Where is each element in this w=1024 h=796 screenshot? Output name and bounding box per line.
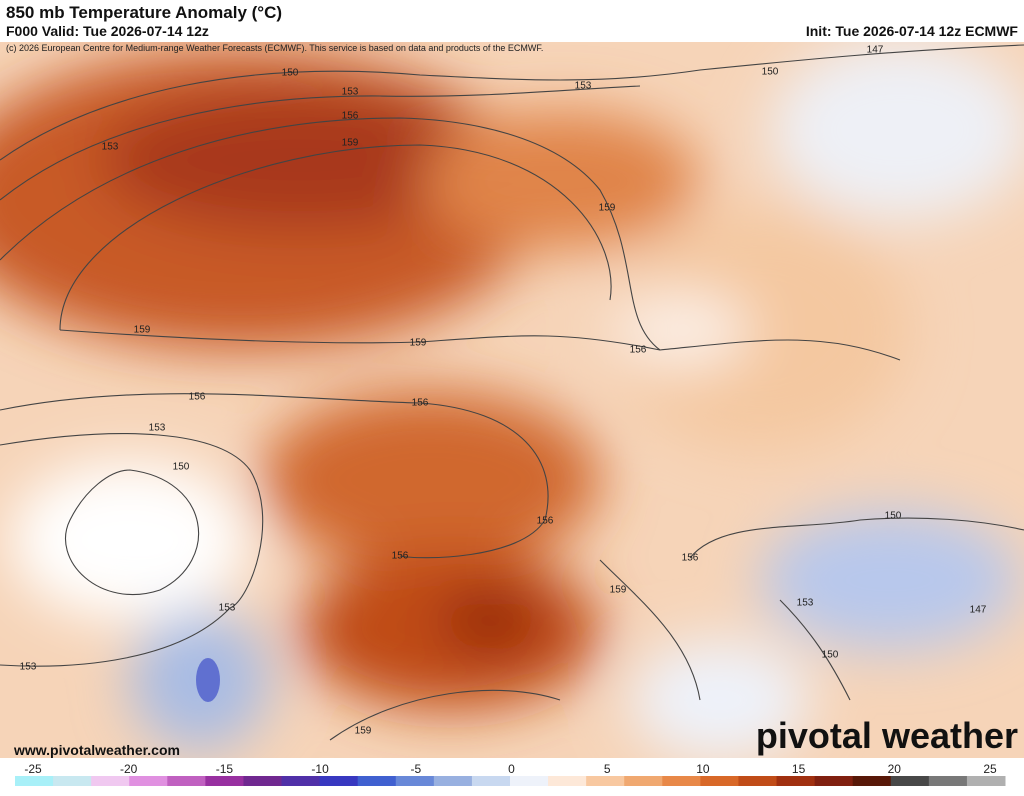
colorbar-tick-label: 25 — [983, 762, 997, 776]
colorbar-swatch — [738, 776, 778, 786]
contour-label: 159 — [599, 203, 616, 214]
contour-label: 156 — [412, 398, 429, 409]
contour-label: 150 — [762, 67, 779, 78]
colorbar-swatch — [662, 776, 701, 786]
contour-label: 153 — [342, 87, 359, 98]
colorbar-tick-label: 0 — [508, 762, 515, 776]
colorbar-swatch — [281, 776, 321, 786]
colorbar-tick-label: -10 — [311, 762, 329, 776]
colorbar-tick-label: -15 — [216, 762, 234, 776]
contour-label: 153 — [20, 662, 37, 673]
colorbar-swatch — [53, 776, 92, 786]
colorbar-swatch — [890, 776, 930, 786]
credit: (c) 2026 European Centre for Medium-rang… — [6, 43, 543, 53]
colorbar-swatch — [357, 776, 397, 786]
contour-label: 159 — [355, 726, 372, 737]
colorbar-tick-label: -5 — [410, 762, 421, 776]
contour-label: 156 — [682, 553, 699, 564]
colorbar-tick-label: 10 — [696, 762, 710, 776]
contour-label: 159 — [610, 585, 627, 596]
colorbar-swatch — [586, 776, 625, 786]
colorbar-swatch — [966, 776, 1006, 786]
contour-label: 153 — [219, 603, 236, 614]
colorbar-swatch — [91, 776, 130, 786]
colorbar-tick-label: 5 — [604, 762, 611, 776]
colorbar-swatch — [167, 776, 206, 786]
colorbar-tick-label: -25 — [24, 762, 42, 776]
colorbar-swatch — [624, 776, 663, 786]
colorbar-swatch — [129, 776, 168, 786]
contour-label: 159 — [410, 338, 427, 349]
colorbar-swatch — [700, 776, 739, 786]
contour-label: 156 — [342, 111, 359, 122]
colorbar-swatch — [319, 776, 359, 786]
colorbar-swatch — [395, 776, 435, 786]
contour-label: 150 — [282, 68, 299, 79]
contour-label: 156 — [392, 551, 409, 562]
contour-label: 153 — [102, 142, 119, 153]
contour-label: 156 — [189, 392, 206, 403]
contour-label: 147 — [970, 605, 987, 616]
colorbar-tick-label: 15 — [792, 762, 806, 776]
logo: pivotal weather — [756, 715, 1018, 756]
contour-label: 153 — [149, 423, 166, 434]
contour-label: 150 — [822, 650, 839, 661]
website: www.pivotalweather.com — [13, 742, 180, 758]
contour-label: 150 — [885, 511, 902, 522]
contour-label: 156 — [630, 345, 647, 356]
contour-label: 159 — [134, 325, 151, 336]
contour-label: 159 — [342, 138, 359, 149]
colorbar-swatch — [433, 776, 473, 786]
contour-label: 153 — [575, 81, 592, 92]
colorbar-swatch — [205, 776, 244, 786]
colorbar-swatch — [471, 776, 511, 786]
colorbar-swatch — [814, 776, 854, 786]
colorbar-tick-label: 20 — [888, 762, 902, 776]
colorbar-swatch — [510, 776, 549, 786]
contour-label: 150 — [173, 462, 190, 473]
valid-time: F000 Valid: Tue 2026-07-14 12z — [6, 23, 209, 39]
contour-label: 156 — [537, 516, 554, 527]
colorbar-swatch — [928, 776, 968, 786]
colorbar-swatch — [852, 776, 892, 786]
contour-label: 153 — [797, 598, 814, 609]
colorbar-swatch — [243, 776, 283, 786]
colorbar: -25 -20 -15 -10 -5 0 5 10 15 20 25 — [15, 762, 1006, 786]
init-time: Init: Tue 2026-07-14 12z ECMWF — [806, 23, 1019, 39]
colorbar-swatch — [548, 776, 587, 786]
map: 150 153 156 159 153 153 150 147 159 159 159 156 156 1… — [0, 42, 1024, 758]
colorbar-swatch — [776, 776, 816, 786]
title: 850 mb Temperature Anomaly (°C) — [6, 3, 282, 22]
colorbar-tick-label: -20 — [120, 762, 138, 776]
colorbar-swatch — [15, 776, 54, 786]
contour-label: 147 — [867, 45, 884, 56]
